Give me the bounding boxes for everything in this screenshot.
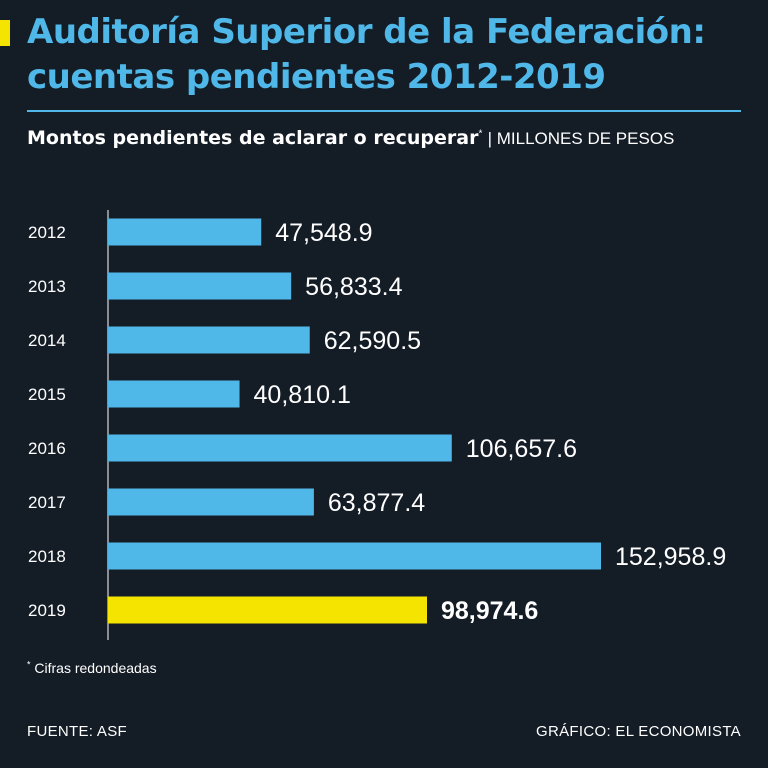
bar-chart: 2012 47,548.9 2013 56,833.4 2014 62,590.5 2015… bbox=[28, 210, 726, 640]
subtitle-footnote-mark: * bbox=[478, 128, 483, 140]
value-label-2013: 56,833.4 bbox=[305, 273, 402, 301]
credit-label: GRÁFICO: EL ECONOMISTA bbox=[536, 723, 741, 740]
chart-subtitle: Montos pendientes de aclarar o recuperar… bbox=[27, 124, 727, 153]
value-label-2019: 98,974.6 bbox=[441, 597, 538, 625]
value-label-2014: 62,590.5 bbox=[324, 327, 421, 355]
footnote-text: Cifras redondeadas bbox=[34, 660, 157, 676]
bar-2016 bbox=[108, 434, 452, 462]
bar-2015 bbox=[108, 380, 240, 408]
category-label-2013: 2013 bbox=[28, 277, 66, 296]
bar-2014 bbox=[108, 326, 310, 354]
value-label-2018: 152,958.9 bbox=[615, 543, 726, 571]
footnote-mark: * bbox=[27, 659, 31, 670]
chart-title-line-2: cuentas pendientes 2012-2019 bbox=[27, 57, 606, 97]
bar-2013 bbox=[108, 272, 292, 300]
value-label-2016: 106,657.6 bbox=[466, 435, 577, 463]
value-label-2012: 47,548.9 bbox=[275, 219, 372, 247]
chart-title-line-1: Auditoría Superior de la Federación: bbox=[27, 12, 706, 52]
category-label-2012: 2012 bbox=[28, 223, 66, 242]
bar-2017 bbox=[108, 488, 314, 516]
category-label-2019: 2019 bbox=[28, 601, 66, 620]
category-label-2018: 2018 bbox=[28, 547, 66, 566]
title-divider bbox=[27, 110, 741, 112]
bar-2019 bbox=[108, 596, 428, 624]
category-label-2014: 2014 bbox=[28, 331, 66, 350]
value-label-2015: 40,810.1 bbox=[254, 381, 351, 409]
subtitle-unit: | MILLONES DE PESOS bbox=[487, 129, 675, 148]
chart-title: Auditoría Superior de la Federación: cue… bbox=[27, 10, 757, 100]
bar-2012 bbox=[108, 218, 262, 246]
accent-mark bbox=[0, 20, 10, 46]
category-label-2017: 2017 bbox=[28, 493, 66, 512]
subtitle-text: Montos pendientes de aclarar o recuperar bbox=[27, 127, 479, 149]
category-label-2016: 2016 bbox=[28, 439, 66, 458]
value-label-2017: 63,877.4 bbox=[328, 489, 425, 517]
category-label-2015: 2015 bbox=[28, 385, 66, 404]
source-label: FUENTE: ASF bbox=[27, 723, 127, 740]
footnote: * Cifras redondeadas bbox=[27, 660, 157, 676]
bar-2018 bbox=[108, 542, 601, 570]
